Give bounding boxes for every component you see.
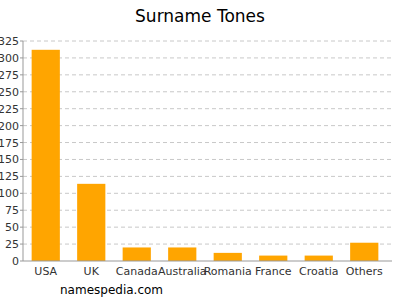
grid-line <box>23 41 392 42</box>
grid-line <box>23 142 392 143</box>
source-annotation: namespedia.com <box>60 283 163 297</box>
grid-line <box>23 176 392 177</box>
x-tick-label: Others <box>346 265 383 278</box>
bar <box>32 50 60 261</box>
chart-svg: Surname Tones 0 25 50 75 100 125 150 175 200 225 25… <box>0 0 400 300</box>
chart-container: Surname Tones 0 25 50 75 100 125 150 175 200 225 25… <box>0 0 400 300</box>
y-tick-label: 250 <box>0 86 19 99</box>
bar <box>123 247 151 261</box>
grid-line <box>23 125 392 126</box>
y-tick-label: 150 <box>0 153 19 166</box>
grid-line <box>23 74 392 75</box>
x-tick-label: France <box>255 265 292 278</box>
y-tick-label: 25 <box>5 238 19 251</box>
y-tick-label: 0 <box>12 255 19 268</box>
y-tick-label: 200 <box>0 120 19 133</box>
y-tick-label: 225 <box>0 103 19 116</box>
grid-line <box>23 57 392 58</box>
x-tick-label: Australia <box>158 265 207 278</box>
x-tick-label: USA <box>34 265 57 278</box>
bar <box>305 256 333 261</box>
grid-line <box>23 91 392 92</box>
y-tick-label: 300 <box>0 52 19 65</box>
grid <box>20 41 392 261</box>
grid-line <box>23 159 392 160</box>
y-tick-label: 125 <box>0 170 19 183</box>
y-tick-label: 325 <box>0 35 19 48</box>
y-tick-label: 75 <box>5 204 19 217</box>
x-axis <box>23 261 392 262</box>
y-tick-label: 100 <box>0 187 19 200</box>
x-tick-label: UK <box>84 265 100 278</box>
bar <box>259 256 287 261</box>
bar <box>214 253 242 261</box>
grid-line <box>23 108 392 109</box>
y-tick-label: 275 <box>0 69 19 82</box>
y-axis <box>23 41 24 261</box>
x-tick-label: Croatia <box>299 265 339 278</box>
x-tick-label: Romania <box>204 265 252 278</box>
y-tick-label: 175 <box>0 137 19 150</box>
bar <box>77 184 105 261</box>
bar <box>168 247 196 261</box>
bar <box>350 243 378 261</box>
x-tick-label: Canada <box>116 265 158 278</box>
title: Surname Tones <box>135 6 265 26</box>
y-tick-label: 50 <box>5 221 19 234</box>
bars <box>32 50 379 261</box>
